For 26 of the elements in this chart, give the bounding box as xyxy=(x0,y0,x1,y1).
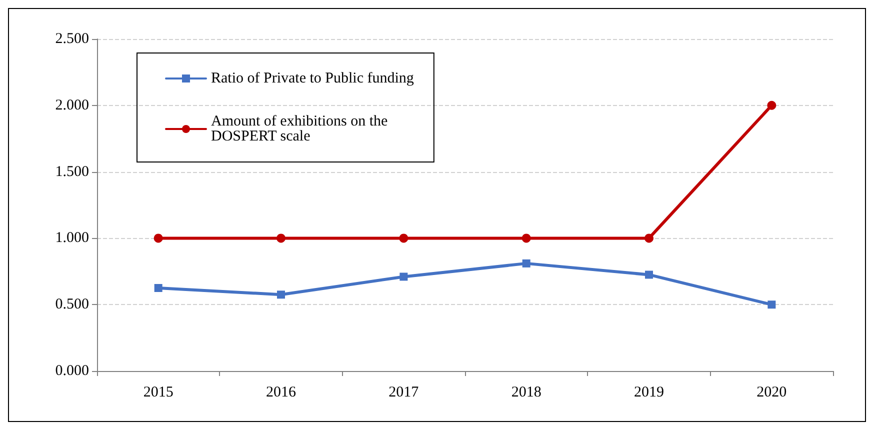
y-tick-label: 1.000 xyxy=(55,230,89,246)
legend-label: Ratio of Private to Public funding xyxy=(211,70,414,86)
legend-label: Amount of exhibitions on the DOSPERT scale xyxy=(211,114,392,144)
y-tick-label: 1.500 xyxy=(55,164,89,180)
point xyxy=(277,290,285,299)
point xyxy=(767,100,776,110)
y-tick-label: 2.000 xyxy=(55,97,89,114)
point xyxy=(522,259,530,268)
x-tick-label: 2016 xyxy=(266,384,296,400)
point xyxy=(522,234,531,243)
point xyxy=(400,272,408,281)
point xyxy=(276,234,286,243)
x-tick-label: 2015 xyxy=(143,384,174,400)
y-tick-label: 0.000 xyxy=(55,363,89,379)
x-tick-label: 2018 xyxy=(511,384,542,400)
point xyxy=(645,270,653,279)
x-tick-label: 2019 xyxy=(634,384,664,400)
y-tick-label: 2.500 xyxy=(55,31,89,47)
x-tick-label: 2017 xyxy=(388,384,420,400)
point xyxy=(154,284,162,292)
point xyxy=(644,234,654,243)
point xyxy=(768,300,776,309)
point xyxy=(154,234,163,243)
x-tick-label: 2020 xyxy=(756,384,787,400)
y-tick-label: 0.500 xyxy=(55,296,89,313)
point xyxy=(399,234,408,243)
